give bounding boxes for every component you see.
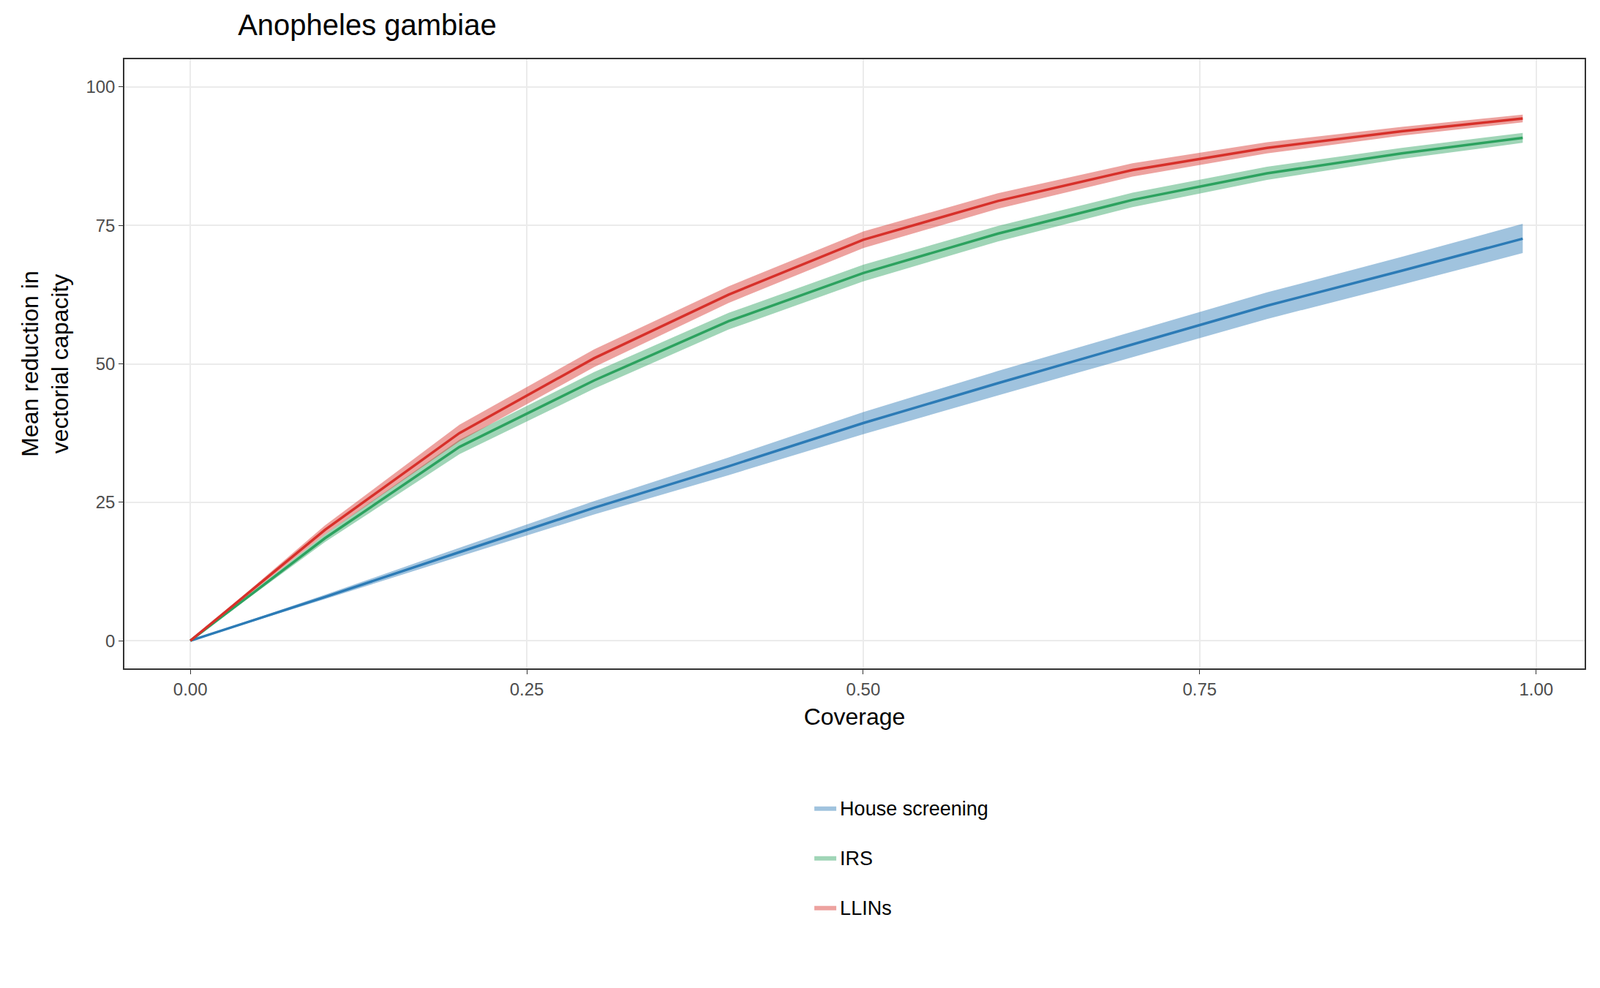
svg-text:LLINs: LLINs: [839, 897, 892, 920]
svg-text:0.50: 0.50: [846, 679, 881, 700]
svg-text:100: 100: [85, 76, 115, 97]
svg-text:25: 25: [95, 492, 116, 513]
svg-text:Anopheles gambiae: Anopheles gambiae: [237, 8, 497, 41]
svg-text:0: 0: [105, 631, 115, 652]
svg-text:1.00: 1.00: [1518, 679, 1554, 700]
svg-text:0.00: 0.00: [173, 679, 208, 700]
svg-text:0.75: 0.75: [1182, 679, 1218, 700]
svg-text:House screening: House screening: [839, 798, 989, 821]
svg-text:50: 50: [95, 354, 116, 374]
svg-text:Coverage: Coverage: [804, 703, 906, 731]
svg-text:IRS: IRS: [839, 847, 873, 870]
svg-text:75: 75: [95, 215, 116, 236]
svg-text:0.25: 0.25: [509, 679, 545, 700]
svg-text:Mean reduction invectorial cap: Mean reduction invectorial capacity: [16, 270, 74, 457]
